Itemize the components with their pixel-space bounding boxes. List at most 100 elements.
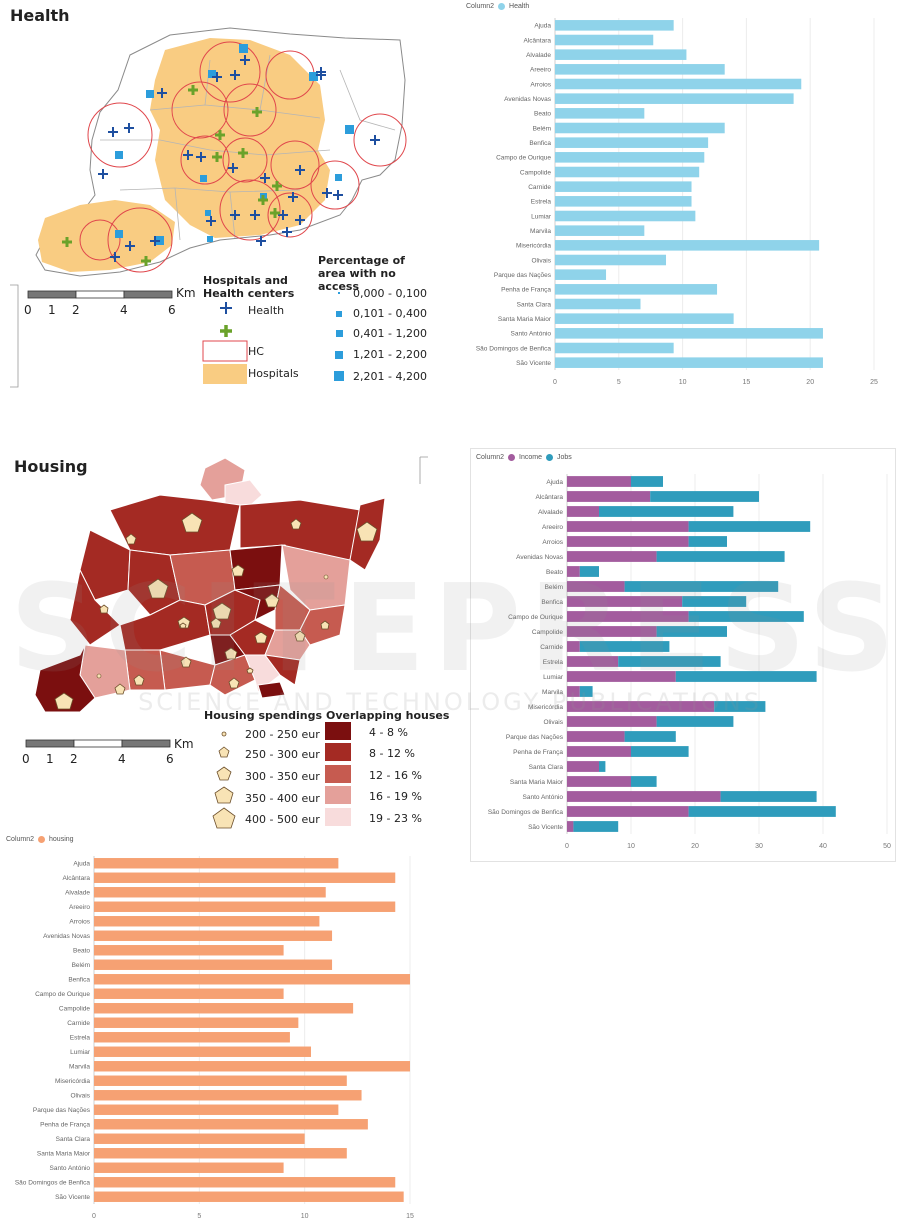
bar: [94, 1104, 339, 1115]
overlap-swatch: [325, 743, 351, 761]
category-label: Marvila: [69, 1064, 90, 1071]
bar: [94, 1177, 396, 1188]
hospital-area: [150, 38, 330, 238]
chart2-legend: Column2 Income Jobs: [476, 454, 572, 461]
category-label: Benfica: [68, 977, 90, 984]
bar: [567, 506, 599, 517]
housing-scale-bar: [25, 739, 171, 748]
category-label: São Vicente: [516, 360, 551, 367]
category-label: Avenidas Novas: [43, 933, 91, 940]
bar: [567, 716, 657, 727]
bar: [624, 581, 779, 592]
bar: [555, 298, 641, 310]
health-map: [10, 27, 407, 388]
category-label: Estrela: [531, 199, 552, 206]
chart3-legend: Column2 housing: [6, 836, 74, 843]
bar: [573, 821, 619, 832]
category-label: Estrela: [543, 659, 564, 666]
health-legend-symbols: [202, 292, 344, 384]
bar: [599, 506, 734, 517]
bar: [555, 342, 674, 354]
bar: [567, 656, 619, 667]
bar: [94, 1191, 404, 1202]
bar: [567, 491, 651, 502]
hospital-area: [38, 200, 175, 272]
bar: [567, 821, 574, 832]
overlap-class-1: 4 - 8 %: [369, 726, 408, 739]
bar: [94, 872, 396, 883]
bar: [567, 551, 657, 562]
category-label: Benfica: [529, 140, 551, 147]
overlap-class-4: 16 - 19 %: [369, 790, 422, 803]
bar: [94, 959, 333, 970]
bar: [555, 152, 705, 163]
housing-scale-tick: 0: [22, 752, 30, 766]
category-label: Lumiar: [531, 213, 552, 220]
bar: [567, 686, 580, 697]
x-tick-label: 25: [870, 379, 878, 386]
category-label: Misericórdia: [528, 704, 563, 711]
bar: [567, 521, 689, 532]
bar: [555, 122, 725, 134]
spending-class-3: 300 - 350 eur: [245, 770, 320, 783]
bar: [94, 1162, 284, 1173]
health-map-title: Health: [10, 6, 70, 25]
bar: [688, 806, 836, 817]
bar: [579, 566, 599, 577]
bar: [555, 357, 823, 368]
bar: [555, 64, 725, 75]
category-label: Avenidas Novas: [504, 96, 552, 103]
category-label: Beato: [546, 569, 563, 576]
access-legend-title: Percentage of area with no access: [318, 254, 405, 293]
parish-shapes: [34, 457, 386, 713]
category-label: Alvalade: [526, 52, 551, 59]
category-label: Santa Clara: [517, 301, 552, 308]
category-label: Penha de França: [40, 1122, 90, 1129]
category-label: São Domingos de Benfica: [488, 809, 564, 816]
category-label: São Vicente: [528, 824, 563, 831]
bar: [567, 731, 625, 742]
health-scale-tick: 0: [24, 303, 32, 317]
overlap-swatch: [325, 786, 351, 804]
category-label: Carnide: [528, 184, 551, 191]
category-label: Areeiro: [542, 524, 563, 531]
category-label: Beato: [534, 111, 551, 118]
bar: [555, 78, 802, 90]
bar: [567, 761, 599, 772]
access-class-2: 0,101 - 0,400: [353, 307, 427, 320]
category-label: Santo António: [511, 331, 552, 338]
spending-class-4: 350 - 400 eur: [245, 792, 320, 805]
bar: [555, 196, 692, 207]
bar: [650, 491, 759, 502]
category-label: Campolide: [532, 629, 563, 636]
spending-marker-small: [323, 574, 329, 580]
overlap-class-2: 8 - 12 %: [369, 747, 415, 760]
spending-class-1: 200 - 250 eur: [245, 728, 320, 741]
legend-dot-icon: [508, 454, 516, 461]
bar: [599, 761, 606, 772]
bar: [94, 1148, 347, 1159]
category-label: Arroios: [69, 919, 90, 926]
overlap-swatch: [325, 765, 351, 783]
category-label: Belém: [72, 962, 90, 969]
bar: [656, 551, 785, 562]
spending-legend-symbols: [212, 731, 236, 829]
overlap-class-3: 12 - 16 %: [369, 769, 422, 782]
bar: [555, 225, 645, 236]
health-scale-tick: 6: [168, 303, 176, 317]
bar: [555, 137, 709, 148]
x-tick-label: 50: [883, 843, 891, 850]
category-label: Misericórdia: [55, 1078, 90, 1085]
income-jobs-chart: 0 10 20 30 40 50 Ajuda Alcântara Alvalade Areeiro…: [488, 474, 891, 850]
category-label: Lumiar: [70, 1049, 91, 1056]
category-label: Alcântara: [63, 875, 91, 882]
bar: [94, 1046, 311, 1057]
health-markers-green: [62, 85, 282, 266]
category-label: Arroios: [530, 81, 551, 88]
bar: [94, 1119, 368, 1130]
bar: [682, 596, 747, 607]
legend-dot-icon: [38, 836, 46, 843]
bar: [555, 240, 820, 251]
health-scale-tick: 2: [72, 303, 80, 317]
bar: [714, 701, 766, 712]
